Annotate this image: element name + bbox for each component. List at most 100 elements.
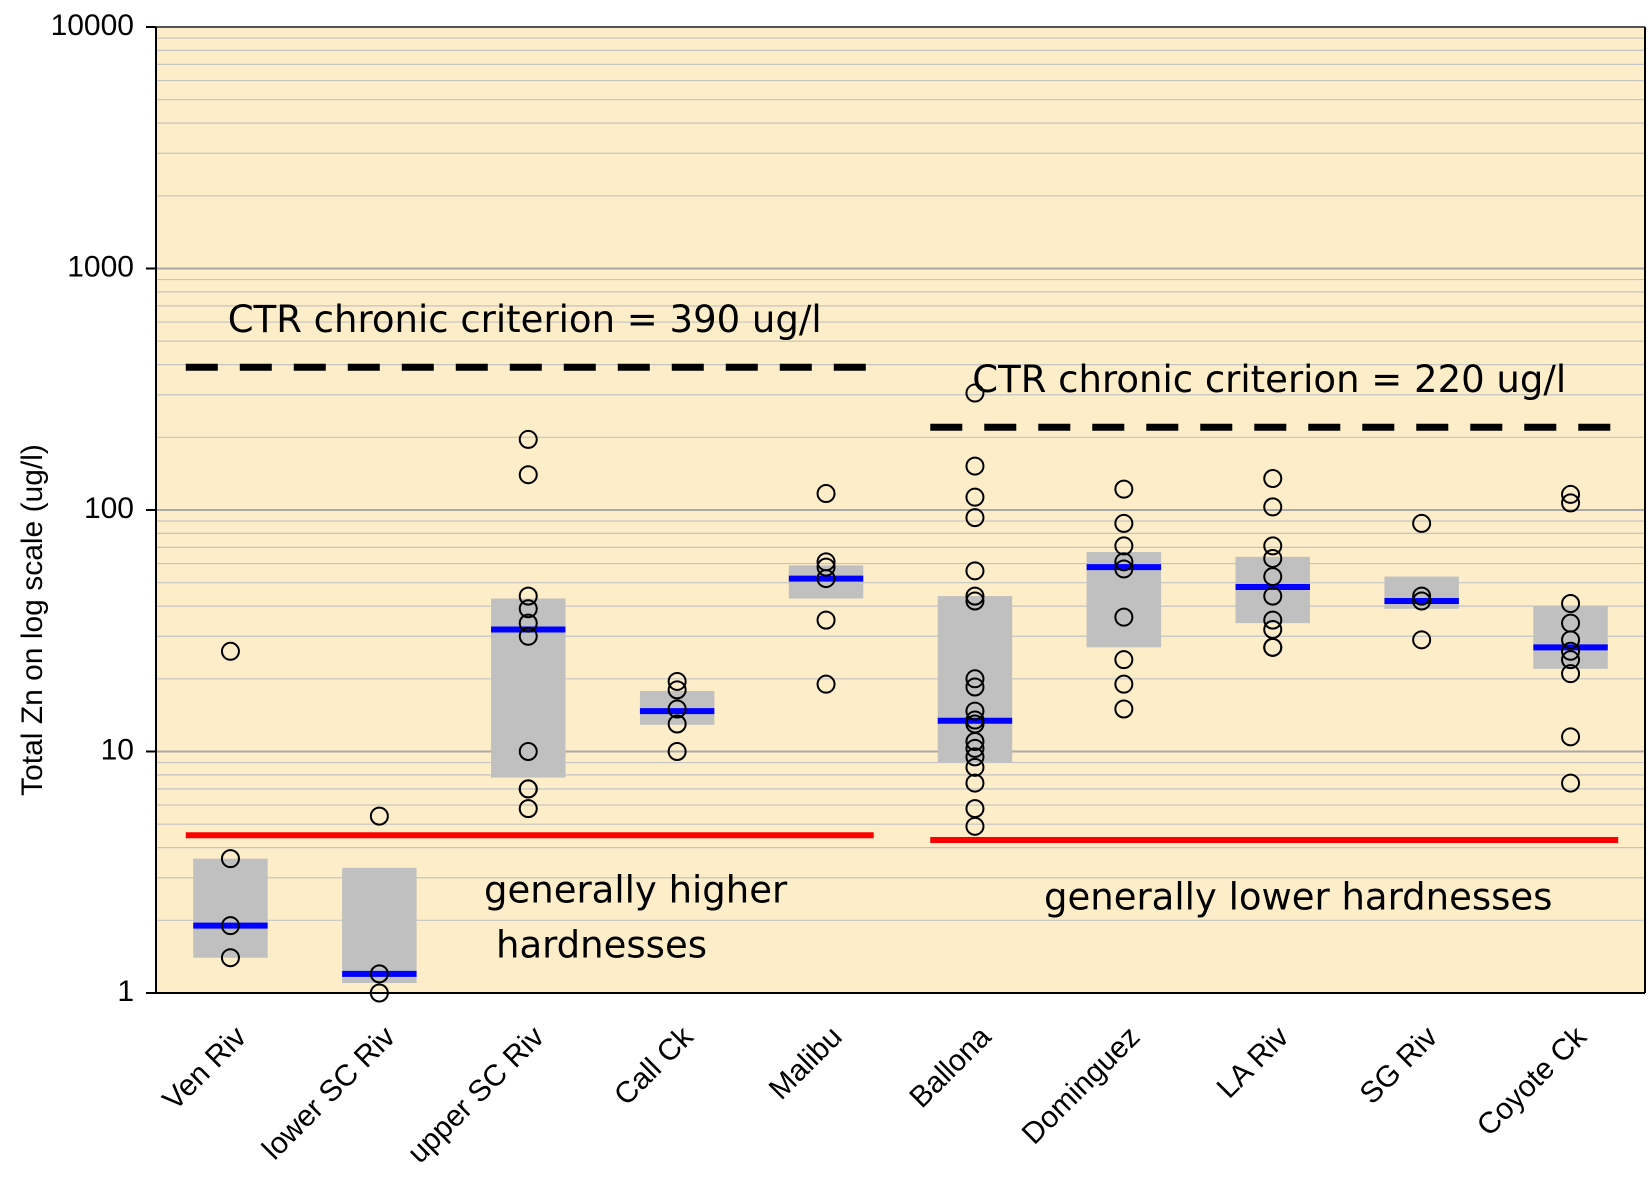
data-point (965, 591, 985, 611)
data-point (1412, 591, 1432, 611)
y-tick-label: 10 (101, 733, 134, 766)
data-point (518, 613, 538, 633)
data-point (1412, 630, 1432, 650)
data-point (518, 779, 538, 799)
data-point (1263, 469, 1283, 489)
y-axis-label: Total Zn on log scale (ug/l) (16, 444, 49, 796)
data-point (1114, 699, 1134, 719)
x-tick-label: lower SC Riv (256, 1020, 402, 1166)
data-point (965, 508, 985, 528)
data-point (1263, 586, 1283, 606)
data-point (1561, 773, 1581, 793)
data-point (816, 557, 836, 577)
data-point (816, 674, 836, 694)
data-point (667, 680, 687, 700)
x-tick-label: Coyote Ck (1471, 1020, 1594, 1143)
x-tick-label: Ballona (903, 1020, 997, 1114)
box (1533, 606, 1608, 669)
box (342, 867, 417, 984)
annotation: generally lower hardnesses (1044, 876, 1552, 919)
box (193, 858, 268, 958)
data-point (369, 983, 389, 1003)
data-point (518, 586, 538, 606)
data-point (1561, 594, 1581, 614)
data-point (1412, 513, 1432, 533)
data-point (1114, 536, 1134, 556)
plot-layer (156, 26, 1645, 994)
data-point (518, 465, 538, 485)
data-point (518, 799, 538, 819)
criterion-label: CTR chronic criterion = 390 ug/l (228, 298, 822, 341)
x-tick-label: SG Riv (1354, 1020, 1445, 1111)
data-point (1114, 650, 1134, 670)
y-tick-label: 1000 (67, 250, 134, 283)
data-point (965, 747, 985, 767)
data-point (220, 849, 240, 869)
data-point (816, 610, 836, 630)
data-point (667, 699, 687, 719)
data-point (518, 429, 538, 449)
data-point (1114, 559, 1134, 579)
data-point (667, 714, 687, 734)
data-point (965, 816, 985, 836)
data-point (1263, 548, 1283, 568)
data-point (965, 773, 985, 793)
data-point (965, 586, 985, 606)
data-point (1412, 586, 1432, 606)
data-point (518, 742, 538, 761)
data-point (220, 916, 240, 936)
x-tick-label: LA Riv (1211, 1020, 1296, 1105)
data-point (1114, 513, 1134, 533)
data-point (965, 732, 985, 752)
criterion-label: CTR chronic criterion = 220 ug/l (972, 358, 1566, 401)
data-point (965, 456, 985, 476)
data-point (965, 738, 985, 758)
data-point (965, 757, 985, 777)
data-point (369, 806, 389, 826)
data-point (816, 569, 836, 589)
x-tick-label: Call Ck (608, 1020, 700, 1112)
annotation: generally higher (484, 869, 788, 912)
data-point (1561, 484, 1581, 504)
data-point (965, 677, 985, 697)
data-point (1263, 610, 1283, 630)
data-point (816, 484, 836, 504)
data-point (667, 742, 687, 761)
x-tick-label: Dominguez (1016, 1020, 1147, 1151)
data-point (1263, 637, 1283, 657)
x-tick-label: upper SC Riv (401, 1020, 550, 1169)
data-point (667, 671, 687, 691)
data-point (965, 669, 985, 689)
y-tick-label: 10000 (51, 9, 134, 42)
data-point (1114, 479, 1134, 499)
data-point (220, 948, 240, 968)
data-point (1561, 641, 1581, 661)
data-point (1263, 497, 1283, 517)
annotation: hardnesses (496, 924, 707, 967)
data-point (1114, 552, 1134, 572)
data-point (965, 383, 985, 403)
data-point (518, 626, 538, 646)
data-point (965, 701, 985, 721)
x-tick-label: Ven Riv (157, 1020, 253, 1116)
box (491, 598, 566, 778)
x-tick-label: Malibu (763, 1020, 849, 1106)
data-point (1114, 607, 1134, 627)
data-point (220, 641, 240, 661)
box (639, 691, 715, 725)
data-point (1561, 664, 1581, 684)
data-point (369, 964, 389, 984)
data-point (1561, 727, 1581, 747)
y-tick-label: 100 (84, 492, 134, 525)
data-point (965, 487, 985, 507)
data-point (1561, 650, 1581, 670)
data-point (1114, 674, 1134, 694)
data-point (965, 561, 985, 581)
data-point (1263, 567, 1283, 587)
data-point (1561, 493, 1581, 513)
y-tick-label: 1 (117, 975, 134, 1008)
data-point (1561, 630, 1581, 650)
data-point (518, 599, 538, 619)
